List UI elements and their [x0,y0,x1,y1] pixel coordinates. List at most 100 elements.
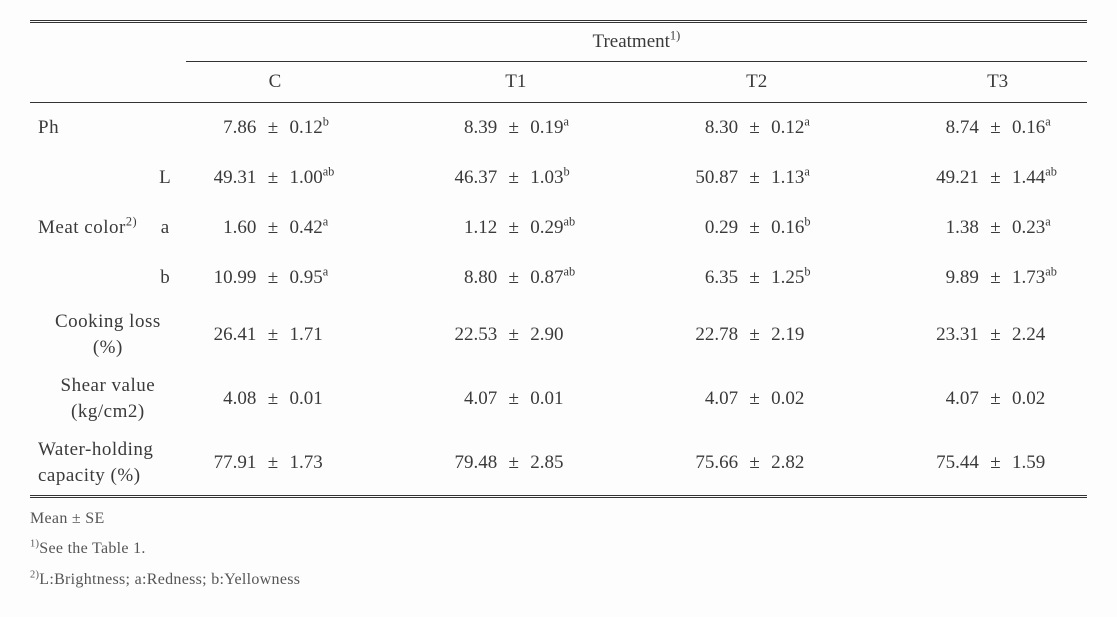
footnote-1: Mean ± SE [30,504,1087,534]
cell-sd: 1.25b [769,253,846,303]
plus-minus-icon: ± [258,103,287,154]
cell-sd: 1.03b [528,153,605,203]
cell-value: 9.89 [908,253,981,303]
cell-sd: 2.90 [528,303,605,367]
col-header-t2: T2 [667,62,846,103]
cell-value: 75.44 [908,431,981,497]
cell-value: 4.07 [427,367,500,431]
cell-sd: 0.95a [287,253,364,303]
cell-value: 10.99 [186,253,259,303]
footnote-3: 2)L:Brightness; a:Redness; b:Yellowness [30,565,1087,595]
cell-sd: 1.59 [1010,431,1087,497]
plus-minus-icon: ± [258,153,287,203]
plus-minus-icon: ± [981,103,1010,154]
cell-sd: 0.23a [1010,203,1087,253]
row-label-whc: Water-holdingcapacity (%) [30,431,186,497]
plus-minus-icon: ± [981,203,1010,253]
footnote-2: 1)See the Table 1. [30,534,1087,564]
table-row: Water-holdingcapacity (%) 77.91±1.73 79.… [30,431,1087,497]
cell-sd: 0.16a [1010,103,1087,154]
cell-value: 0.29 [667,203,740,253]
cell-value: 77.91 [186,431,259,497]
cell-sd: 0.02 [769,367,846,431]
plus-minus-icon: ± [258,253,287,303]
cell-sd: 1.00ab [287,153,364,203]
plus-minus-icon: ± [981,253,1010,303]
plus-minus-icon: ± [258,367,287,431]
cell-sd: 0.16b [769,203,846,253]
table-row: Shear value(kg/cm2) 4.08±0.01 4.07±0.01 … [30,367,1087,431]
plus-minus-icon: ± [740,367,769,431]
cell-value: 8.74 [908,103,981,154]
plus-minus-icon: ± [499,303,528,367]
cell-sd: 1.44ab [1010,153,1087,203]
plus-minus-icon: ± [258,431,287,497]
plus-minus-icon: ± [740,103,769,154]
cell-value: 8.39 [427,103,500,154]
plus-minus-icon: ± [740,303,769,367]
cell-value: 50.87 [667,153,740,203]
cell-sd: 2.24 [1010,303,1087,367]
plus-minus-icon: ± [499,203,528,253]
cell-sd: 0.87ab [528,253,605,303]
plus-minus-icon: ± [499,153,528,203]
sub-label-b: b [144,253,186,303]
plus-minus-icon: ± [499,431,528,497]
sub-label-a: a [144,203,186,253]
cell-sd: 1.73 [287,431,364,497]
table-row: Ph 7.86±0.12b 8.39±0.19a 8.30±0.12a 8.74… [30,103,1087,154]
cell-value: 1.60 [186,203,259,253]
cell-value: 4.07 [908,367,981,431]
plus-minus-icon: ± [981,431,1010,497]
plus-minus-icon: ± [740,203,769,253]
cell-sd: 0.29ab [528,203,605,253]
plus-minus-icon: ± [499,103,528,154]
cell-value: 1.12 [427,203,500,253]
table-row: b 10.99±0.95a 8.80±0.87ab 6.35±1.25b 9.8… [30,253,1087,303]
cell-value: 75.66 [667,431,740,497]
cell-sd: 1.13a [769,153,846,203]
cell-sd: 0.12a [769,103,846,154]
cell-value: 4.08 [186,367,259,431]
col-header-c: C [186,62,365,103]
cell-sd: 0.01 [287,367,364,431]
footnotes: Mean ± SE 1)See the Table 1. 2)L:Brightn… [30,504,1087,595]
row-label-meat-color: Meat color2) [30,153,144,303]
cell-sd: 1.73ab [1010,253,1087,303]
plus-minus-icon: ± [258,203,287,253]
cell-sd: 1.71 [287,303,364,367]
cell-value: 4.07 [667,367,740,431]
cell-value: 49.31 [186,153,259,203]
cell-value: 7.86 [186,103,259,154]
cell-sd: 0.02 [1010,367,1087,431]
cell-sd: 2.85 [528,431,605,497]
cell-sd: 2.82 [769,431,846,497]
plus-minus-icon: ± [258,303,287,367]
sub-label-l: L [144,153,186,203]
cell-value: 26.41 [186,303,259,367]
row-label-ph: Ph [30,103,186,154]
cell-value: 46.37 [427,153,500,203]
cell-value: 22.53 [427,303,500,367]
cell-sd: 0.01 [528,367,605,431]
cell-value: 8.30 [667,103,740,154]
cell-value: 1.38 [908,203,981,253]
cell-value: 79.48 [427,431,500,497]
table-row: a 1.60±0.42a 1.12±0.29ab 0.29±0.16b 1.38… [30,203,1087,253]
plus-minus-icon: ± [499,253,528,303]
cell-value: 49.21 [908,153,981,203]
row-label-cooking-loss: Cooking loss(%) [30,303,186,367]
plus-minus-icon: ± [981,303,1010,367]
plus-minus-icon: ± [740,153,769,203]
header-super: Treatment1) [186,22,1087,62]
plus-minus-icon: ± [740,431,769,497]
data-table: Treatment1) C T1 T2 T3 Ph 7.86±0.12b 8.3… [30,20,1087,498]
table-row: Cooking loss(%) 26.41±1.71 22.53±2.90 22… [30,303,1087,367]
table-row: Meat color2) L 49.31±1.00ab 46.37±1.03b … [30,153,1087,203]
col-header-t3: T3 [908,62,1087,103]
cell-sd: 0.42a [287,203,364,253]
cell-sd: 0.19a [528,103,605,154]
plus-minus-icon: ± [740,253,769,303]
row-label-shear: Shear value(kg/cm2) [30,367,186,431]
cell-value: 22.78 [667,303,740,367]
